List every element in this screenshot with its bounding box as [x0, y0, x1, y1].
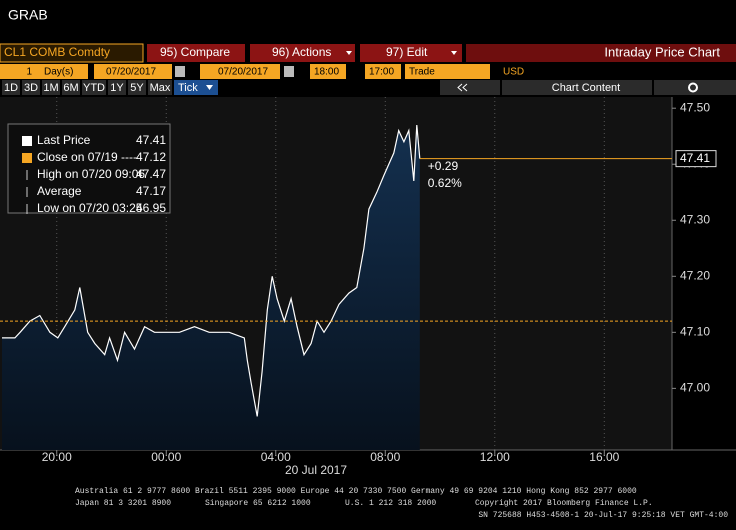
y-tick-label: 47.10 [680, 325, 710, 339]
menu[interactable]: 96) Actions [272, 45, 331, 59]
menu-tab[interactable] [360, 44, 462, 62]
legend-label: Close on 07/19 ---- [37, 150, 137, 164]
button[interactable] [62, 80, 80, 95]
footer: U.S. 1 212 318 2000 [345, 499, 436, 508]
input[interactable] [365, 64, 401, 79]
period[interactable]: 1 [26, 67, 32, 78]
security-box[interactable] [0, 43, 144, 63]
window-title: GRAB [8, 7, 48, 23]
dropdown-icon [451, 51, 457, 55]
legend-value: 47.12 [136, 150, 166, 164]
dropdown-icon [206, 85, 213, 90]
menu[interactable]: 97) Edit [386, 45, 428, 59]
chart: 20:00 00:00 04:00 08:00 12:00 16:00 +0.29 0.62%… [0, 97, 717, 464]
x-tick-label: 16:00 [589, 450, 619, 464]
change: +0.29 [428, 159, 459, 173]
range-button[interactable]: Tick [178, 82, 198, 94]
legend-value: 47.41 [136, 133, 166, 147]
last-price-badge [675, 150, 717, 168]
input[interactable] [200, 64, 280, 79]
y-tick-label: 47.00 [680, 381, 710, 395]
footer: Australia 61 2 9777 8600 Brazil 5511 239… [75, 487, 637, 496]
price-line [2, 124, 421, 417]
start-date[interactable]: 07/20/2017 [106, 67, 156, 78]
button[interactable] [440, 80, 500, 95]
footer: Japan 81 3 3201 8900 [75, 499, 171, 508]
last-price-label: 47.41 [680, 151, 710, 165]
chart-content[interactable]: Chart Content [552, 82, 620, 94]
range-button[interactable]: 6M [63, 82, 78, 94]
area [2, 125, 420, 450]
legend-box [7, 123, 171, 214]
range-button[interactable]: YTD [83, 82, 105, 94]
title-bar [466, 44, 736, 62]
button[interactable] [654, 80, 736, 95]
function-title: Intraday Price Chart [604, 44, 720, 59]
period-unit[interactable]: Day(s) [44, 67, 73, 78]
button[interactable] [82, 80, 106, 95]
footer: Singapore 65 6212 1000 [205, 499, 311, 508]
input[interactable] [405, 64, 490, 79]
button[interactable] [148, 80, 172, 95]
input[interactable] [310, 64, 346, 79]
legend-label: Low on 07/20 03:25 [37, 201, 143, 215]
end-date[interactable]: 07/20/2017 [218, 67, 268, 78]
menu[interactable]: 95) Compare [160, 45, 230, 59]
x-tick-label: 00:00 [151, 450, 181, 464]
legend-label: Average [37, 184, 82, 198]
range-button[interactable]: 5Y [130, 82, 144, 94]
x-tick-label: 08:00 [370, 450, 400, 464]
x-tick-label: 20:00 [42, 450, 72, 464]
range-button[interactable]: 1M [43, 82, 58, 94]
button[interactable] [22, 80, 40, 95]
calendar-icon[interactable] [175, 66, 185, 77]
legend-value: 47.47 [136, 167, 166, 181]
input[interactable] [0, 64, 88, 79]
currency: USD [503, 67, 524, 78]
range-button[interactable]: 3D [24, 82, 38, 94]
change-percent: 0.62% [428, 176, 462, 190]
button[interactable] [42, 80, 60, 95]
button[interactable] [128, 80, 146, 95]
field[interactable]: Trade [409, 67, 435, 78]
footer: SN 725688 H453-4508-1 20-Jul-17 9:25:18 … [478, 511, 728, 520]
dropdown-icon [346, 51, 352, 55]
legend-swatch [22, 136, 32, 146]
range-buttons: 1D 3D 1M 6M YTD 1Y 5Y Max Tick [2, 80, 218, 95]
start-time[interactable]: 18:00 [314, 67, 339, 78]
y-tick-label: 47.30 [680, 212, 710, 226]
legend-value: 46.95 [136, 201, 166, 215]
y-tick-label: 47.50 [680, 100, 710, 114]
footer: Copyright 2017 Bloomberg Finance L.P. [475, 499, 653, 508]
scroll-left[interactable] [457, 83, 468, 92]
x-tick-label: 04:00 [261, 450, 291, 464]
legend-label: Last Price [37, 133, 91, 147]
security[interactable]: CL1 COMB Comdty [4, 45, 110, 59]
legend-swatch [22, 153, 32, 163]
button[interactable] [174, 80, 218, 95]
x-tick-label: 12:00 [480, 450, 510, 464]
menu-tab[interactable] [250, 44, 355, 62]
end-time[interactable]: 17:00 [369, 67, 394, 78]
input[interactable] [94, 64, 172, 79]
settings-icon[interactable] [688, 82, 698, 93]
range-button[interactable]: 1D [4, 82, 18, 94]
legend-value: 47.17 [136, 184, 166, 198]
button[interactable] [108, 80, 126, 95]
button[interactable] [2, 80, 20, 95]
legend-label: High on 07/20 09:06 [37, 167, 145, 181]
menu-tab[interactable] [147, 44, 245, 62]
range-button[interactable]: Max [150, 82, 171, 94]
calendar-icon[interactable] [284, 66, 294, 77]
button[interactable] [502, 80, 652, 95]
x-axis-label: 20 Jul 2017 [285, 463, 347, 477]
y-tick-label: 47.20 [680, 268, 710, 282]
range-button[interactable]: 1Y [110, 82, 124, 94]
